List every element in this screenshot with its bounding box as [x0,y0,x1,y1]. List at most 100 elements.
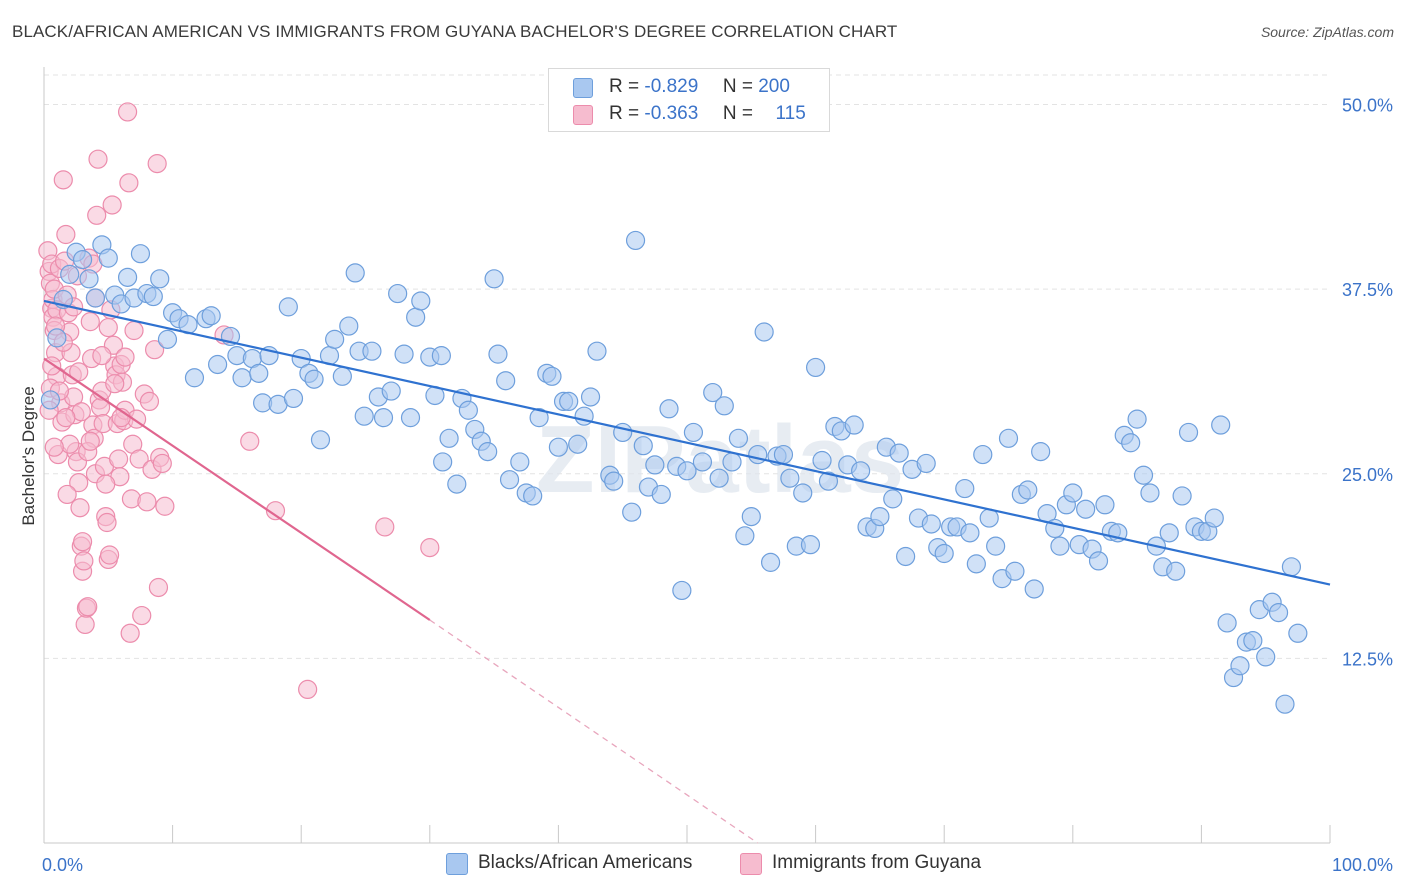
pink-point [119,173,139,193]
blue-point [406,307,426,327]
pink-point [97,512,117,533]
blue-point [1211,415,1231,435]
legend-n-label: N = [722,76,753,97]
blue-point [1166,561,1186,581]
blue-point [741,506,761,527]
pink-point [72,532,93,552]
bottom-legend-label: Blacks/African Americans [478,852,693,873]
blue-point [400,408,421,428]
pink-point [80,431,100,451]
blue-point [1268,602,1289,623]
pink-point [265,501,286,521]
pink-point [420,538,440,558]
blue-point [659,399,679,419]
blue-point [625,230,646,251]
blue-point [431,346,451,366]
blue-point [1217,613,1237,633]
legend-n-value: 115 [775,103,806,124]
blue-point [748,444,768,465]
blue-point [960,523,980,543]
blue-point [1024,579,1044,599]
blue-point [760,552,781,572]
blue-point [523,486,543,506]
blue-point [439,428,459,448]
blue-point [773,444,794,465]
blue-point [325,329,345,349]
blue-point [889,443,909,463]
x-tick-label: 0.0% [42,855,83,875]
pink-point [144,340,165,360]
blue-point [580,387,601,407]
y-tick-label: 25.0% [1342,465,1393,485]
blue-point [1088,551,1109,571]
blue-point [793,483,813,503]
blue-point [447,474,467,494]
pink-point [98,317,118,338]
pink-point [74,551,94,571]
blue-point [85,288,106,308]
blue-point [354,406,374,426]
blue-point [157,329,178,349]
blue-point [1031,442,1051,462]
gridlines [44,74,1330,659]
blue-point [966,554,986,574]
legend-r-value: -0.829 [644,76,699,97]
blue-point [130,244,151,264]
blue-point [559,391,579,411]
pink-point [56,408,76,428]
legend-r-label: R = [609,76,640,97]
blue-point [805,357,826,378]
pink-point [152,453,172,474]
blue-point [735,526,755,546]
pink-point [117,102,138,122]
pink-point [298,679,318,700]
blue-point [1133,465,1154,485]
blue-point [208,354,228,375]
blue-point [1063,483,1083,503]
tick-labels: 12.5% 25.0% 37.5% 50.0% 0.0% 100.0% [42,96,1393,875]
blue-point [60,264,80,284]
pink-trendline [43,357,431,621]
blue-point [800,535,821,555]
blue-point [47,328,67,348]
blue-point [249,363,269,383]
blue-point [722,452,742,472]
pink-point [108,449,129,469]
blue-point [117,267,138,287]
legend-n-value: 200 [758,76,790,97]
blue-point [818,471,839,491]
pink-point [240,431,260,451]
blue-point [499,470,520,490]
blue-point [1275,694,1295,714]
blue-point [851,461,871,481]
y-tick-label: 37.5% [1342,280,1393,300]
blue-point [496,371,516,391]
pink-point [102,195,122,215]
pink-point [96,474,116,494]
blue-point [921,514,941,534]
pink-point [155,496,175,516]
pink-point [53,170,73,190]
pink-point [99,545,120,565]
blue-point [622,502,642,522]
blue-point [633,436,653,456]
pink-point [70,498,90,518]
blue-point [478,442,498,462]
pink-series-points [38,102,440,700]
blue-point [1178,422,1199,443]
blue-point [1159,523,1179,543]
pink-point [105,374,125,394]
blue-point [812,450,832,471]
blue-point [998,428,1019,448]
blue-point [1121,433,1141,453]
blue-point [278,297,298,317]
blue-point [381,381,401,401]
blue-point [529,408,549,428]
pink-point [120,623,140,643]
blue-point [703,382,723,403]
pink-point [129,449,149,469]
blue-point [542,366,562,386]
blue-point [232,368,252,388]
pink-point [147,154,167,174]
legend-n-label: N = [722,103,753,124]
